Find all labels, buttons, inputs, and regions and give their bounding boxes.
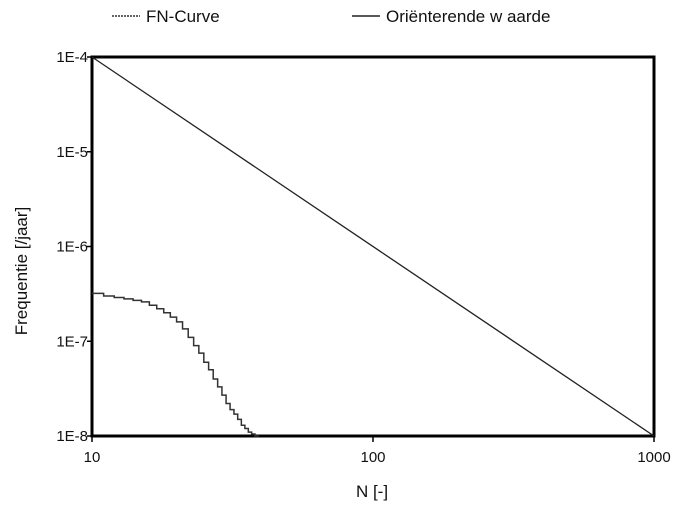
y-tick-label: 1E-6 [56,239,88,256]
y-tick-label: 1E-7 [56,333,88,350]
x-axis-ticks: 10 100 1000 [84,436,671,466]
legend: FN-Curve Oriënterende w aarde [112,7,550,26]
y-tick-label: 1E-8 [56,428,88,445]
x-tick-label: 10 [84,449,101,466]
y-tick-label: 1E-4 [56,49,88,66]
y-axis-title: Frequentie [/jaar] [12,207,31,336]
y-axis-ticks: 1E-4 1E-5 1E-6 1E-7 1E-8 [56,49,92,445]
x-axis-title: N [-] [356,482,388,501]
legend-label-fn-curve: FN-Curve [146,7,220,26]
series-fn-curve-line [92,292,259,437]
series-orienterende-waarde-line [91,56,655,437]
y-tick-label: 1E-5 [56,144,88,161]
x-tick-label: 100 [360,449,385,466]
series-layer [91,56,655,437]
x-tick-label: 1000 [637,449,670,466]
legend-label-orienterende-waarde: Oriënterende w aarde [386,7,550,26]
